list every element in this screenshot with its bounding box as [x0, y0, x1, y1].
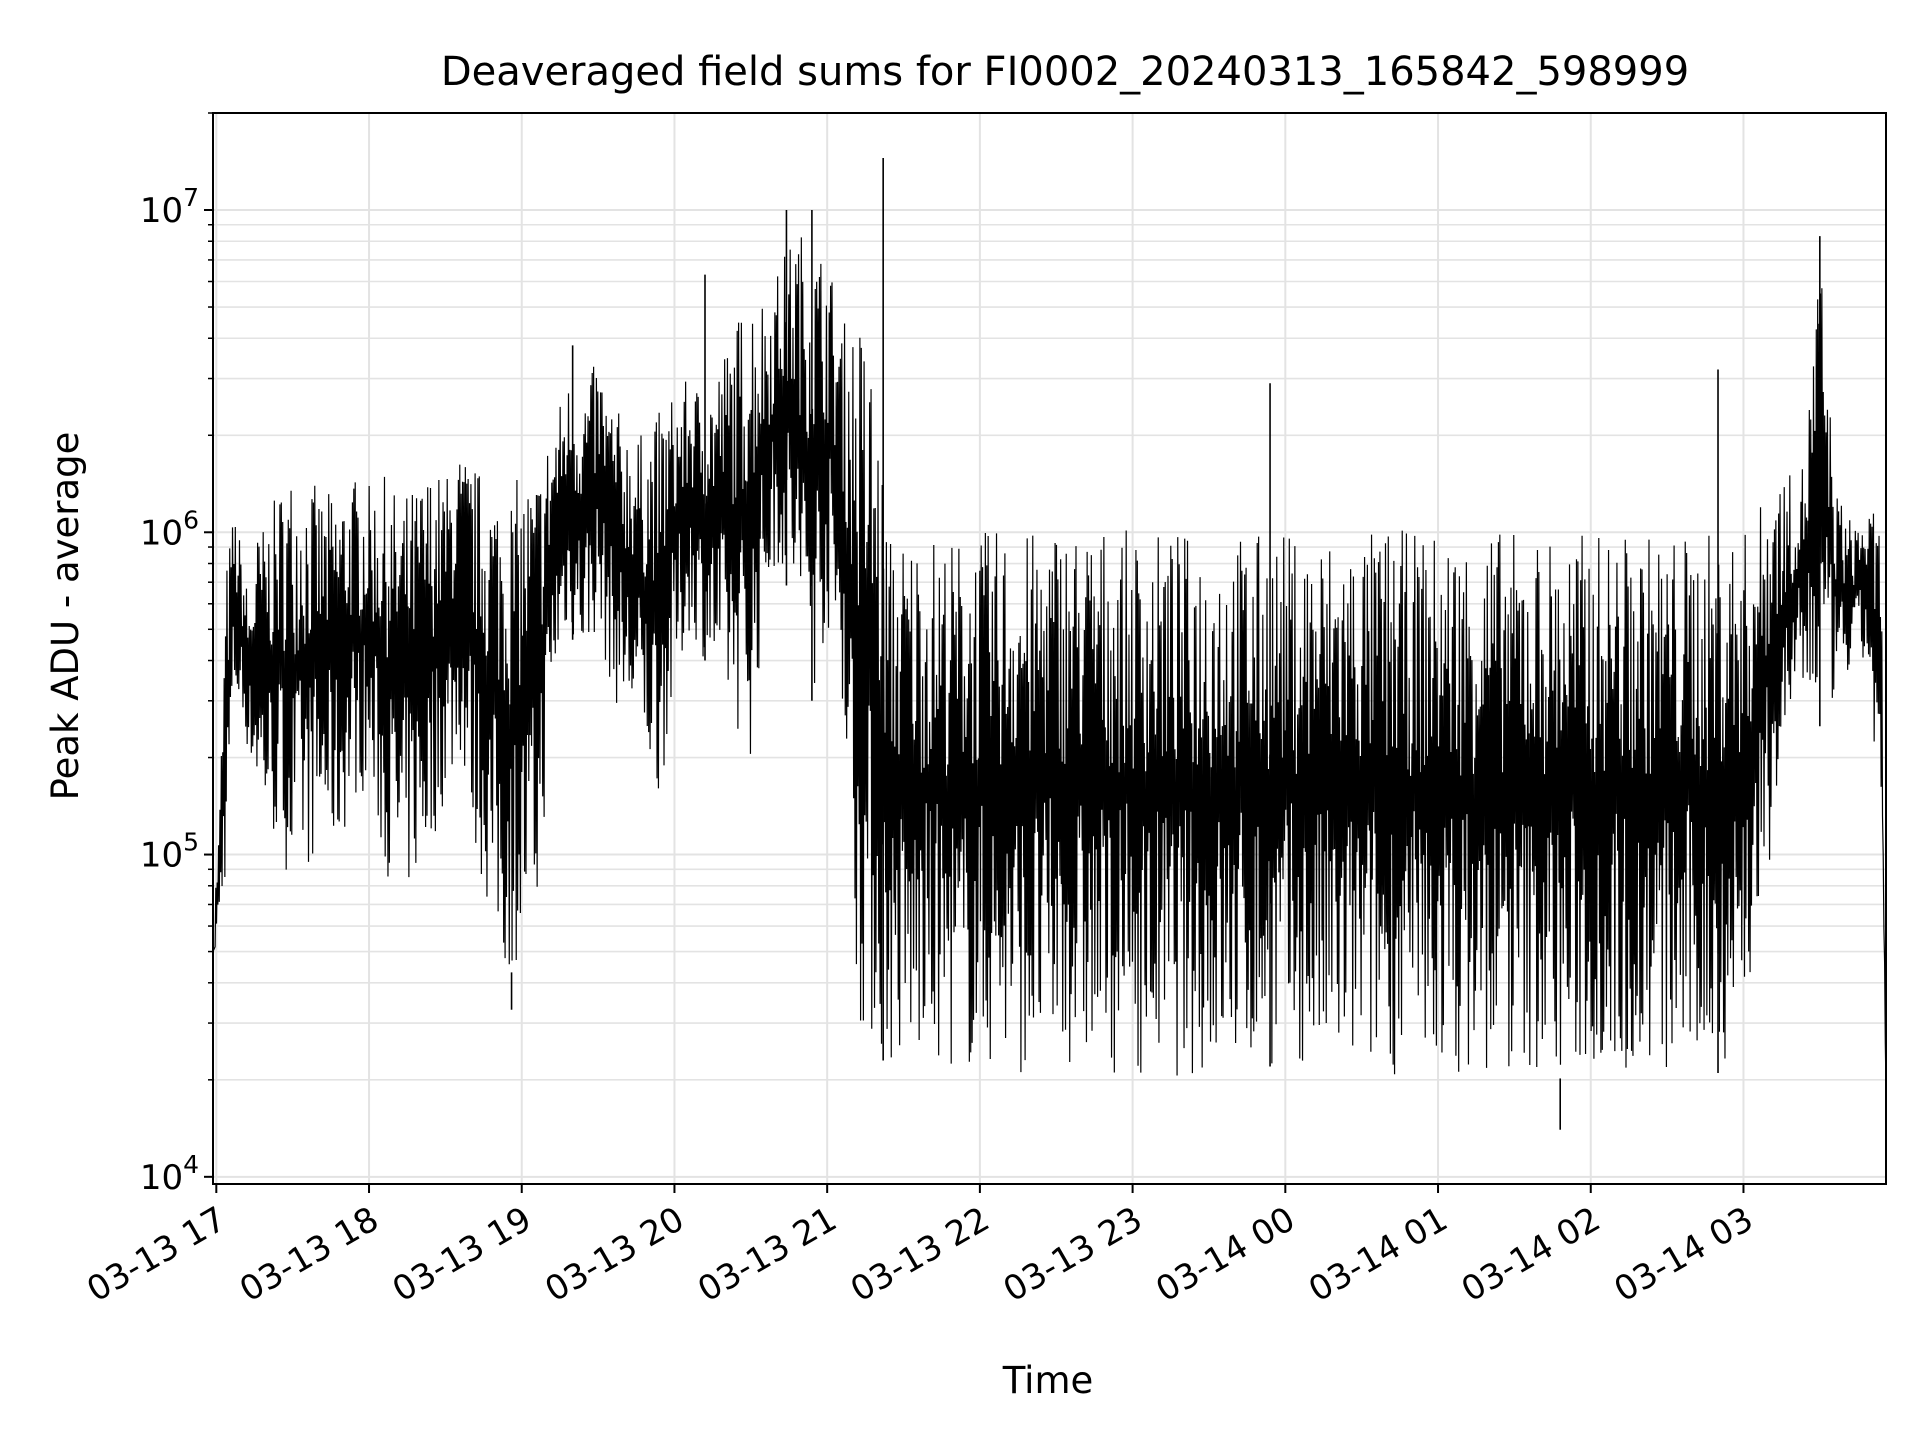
y-tick-exponent: 6 [183, 505, 199, 534]
y-tick-exponent: 7 [183, 183, 199, 212]
y-axis-label: Peak ADU - average [44, 432, 87, 801]
y-tick-base: 10 [140, 191, 183, 231]
y-tick-base: 10 [140, 513, 183, 553]
y-tick-label: 104 [140, 1150, 199, 1198]
series-line [212, 237, 1887, 1089]
plot-frame [212, 112, 1887, 1185]
y-tick-base: 10 [140, 1158, 183, 1198]
plot-area [212, 158, 1887, 1130]
y-tick-base: 10 [140, 836, 183, 876]
y-tick-exponent: 4 [183, 1150, 199, 1179]
chart-title: Deaveraged field sums for FI0002_2024031… [441, 49, 1689, 95]
y-tick-label: 106 [140, 505, 199, 553]
x-axis-label: Time [1002, 1359, 1094, 1402]
y-tick-label: 105 [140, 828, 199, 876]
y-tick-exponent: 5 [183, 828, 199, 857]
y-tick-label: 107 [140, 183, 199, 231]
